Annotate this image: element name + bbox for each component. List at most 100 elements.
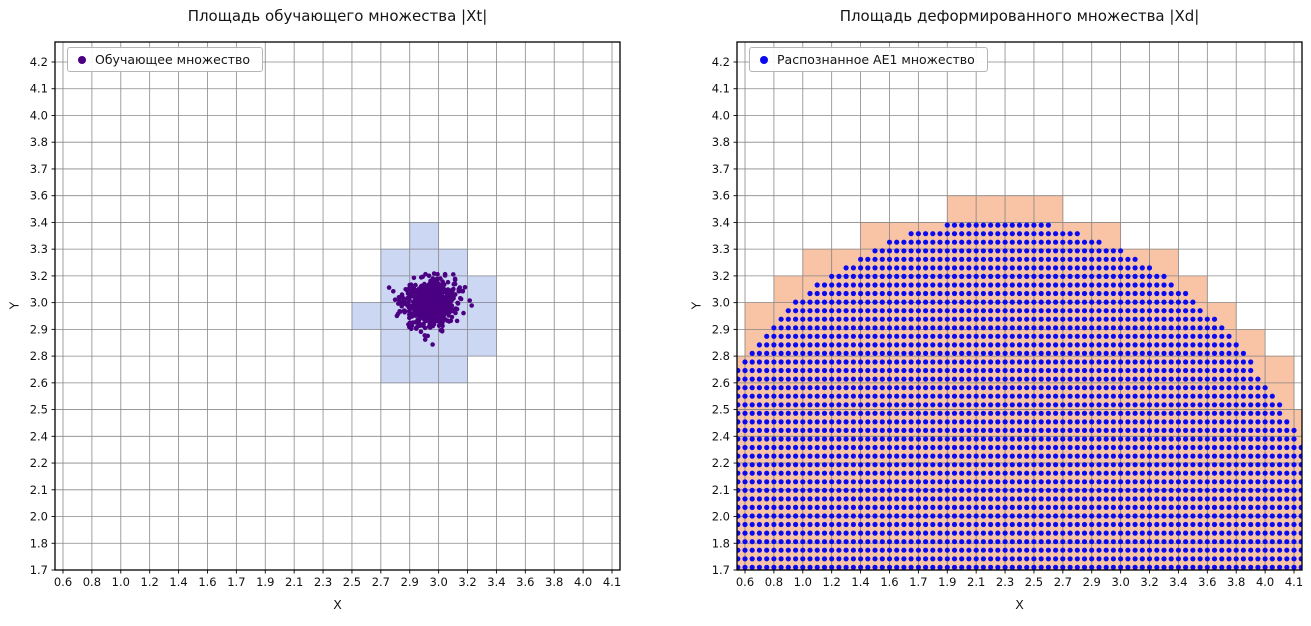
scatter-dot — [742, 462, 748, 468]
scatter-dot — [1002, 239, 1008, 245]
scatter-dot — [821, 513, 828, 519]
scatter-dot — [1132, 376, 1138, 382]
scatter-dot — [413, 302, 419, 307]
scatter-dot — [1045, 359, 1051, 365]
scatter-dot — [980, 376, 987, 382]
scatter-dot — [959, 453, 965, 459]
scatter-dot — [1190, 539, 1196, 545]
scatter-dot — [1211, 479, 1218, 485]
scatter-dot — [980, 282, 987, 288]
scatter-dot — [1074, 470, 1080, 476]
scatter-dot — [793, 333, 799, 339]
scatter-dot — [988, 385, 994, 391]
scatter-dot — [1103, 325, 1109, 331]
scatter-dot — [959, 479, 965, 485]
scatter-dot — [1132, 299, 1138, 305]
scatter-dot — [1255, 436, 1261, 442]
scatter-dot — [793, 470, 799, 476]
scatter-dot — [1248, 513, 1254, 519]
scatter-dot — [951, 462, 958, 468]
scatter-dot — [865, 342, 871, 348]
scatter-dot — [1146, 530, 1153, 536]
y-tick-label: 3.3 — [712, 242, 730, 256]
region-cell — [1091, 489, 1121, 517]
scatter-dot — [850, 350, 857, 356]
scatter-dot — [1154, 299, 1160, 305]
scatter-dot — [930, 239, 936, 245]
scatter-dot — [1060, 419, 1066, 425]
scatter-dot — [1125, 410, 1131, 416]
legend-marker-dot-training — [78, 55, 86, 64]
scatter-dot — [749, 410, 755, 416]
scatter-dot — [807, 427, 813, 433]
scatter-dot — [1255, 393, 1261, 399]
scatter-dot — [988, 453, 994, 459]
scatter-dot — [1067, 265, 1073, 271]
scatter-dot — [1009, 521, 1015, 528]
scatter-dot — [1103, 521, 1109, 528]
scatter-dot — [1233, 513, 1239, 519]
region-cell — [1062, 275, 1093, 303]
scatter-dot — [1060, 521, 1066, 528]
scatter-dot — [1262, 547, 1268, 553]
scatter-dot — [1103, 333, 1109, 339]
y-tick-label: 4.0 — [30, 108, 48, 122]
scatter-dot — [771, 325, 777, 331]
scatter-dot — [1226, 427, 1232, 433]
scatter-dot — [951, 521, 958, 528]
scatter-dot — [1110, 333, 1116, 339]
scatter-dot — [1132, 487, 1138, 493]
scatter-dot — [785, 479, 791, 485]
scatter-dot — [908, 513, 914, 519]
scatter-dot — [951, 504, 958, 510]
scatter-dot — [1161, 539, 1167, 545]
scatter-dot — [756, 530, 763, 536]
scatter-dot — [959, 444, 965, 451]
scatter-dot — [865, 504, 871, 510]
scatter-dot — [764, 453, 770, 459]
scatter-dot — [1074, 376, 1080, 382]
scatter-dot — [1031, 419, 1037, 425]
scatter-dot — [872, 547, 878, 553]
scatter-dot — [829, 479, 835, 485]
scatter-dot — [1240, 436, 1246, 442]
scatter-dot — [1190, 436, 1196, 442]
scatter-dot — [858, 521, 864, 528]
scatter-dot — [951, 410, 958, 416]
region-cell — [1235, 489, 1266, 517]
scatter-dot — [1197, 350, 1203, 356]
scatter-dot — [771, 479, 777, 485]
scatter-dot — [1183, 299, 1189, 305]
region-cell — [1120, 462, 1150, 491]
scatter-dot — [829, 470, 835, 476]
scatter-dot — [894, 539, 900, 545]
scatter-dot — [915, 504, 922, 510]
scatter-dot — [1226, 453, 1232, 459]
scatter-dot — [430, 286, 436, 292]
scatter-dot — [1190, 487, 1196, 493]
scatter-dot — [951, 248, 958, 254]
scatter-dot — [1074, 462, 1080, 468]
scatter-dot — [1211, 470, 1218, 476]
region-cell — [860, 275, 890, 303]
scatter-dot — [423, 301, 429, 306]
scatter-dot — [1233, 385, 1239, 391]
scatter-dot — [858, 333, 864, 339]
scatter-dot — [737, 479, 741, 485]
scatter-dot — [1175, 393, 1181, 399]
scatter-dot — [1053, 547, 1059, 553]
scatter-dot — [836, 453, 842, 459]
scatter-dot — [807, 547, 813, 553]
scatter-dot — [966, 367, 972, 374]
scatter-dot — [1110, 376, 1116, 382]
scatter-dot — [915, 299, 922, 305]
scatter-dot — [1132, 444, 1138, 451]
scatter-dot — [1060, 402, 1066, 408]
scatter-dot — [959, 556, 965, 562]
scatter-dot — [800, 427, 806, 433]
scatter-dot — [894, 462, 900, 468]
scatter-dot — [988, 462, 994, 468]
scatter-dot — [894, 444, 900, 451]
scatter-dot — [814, 487, 820, 493]
scatter-dot — [1211, 564, 1218, 570]
